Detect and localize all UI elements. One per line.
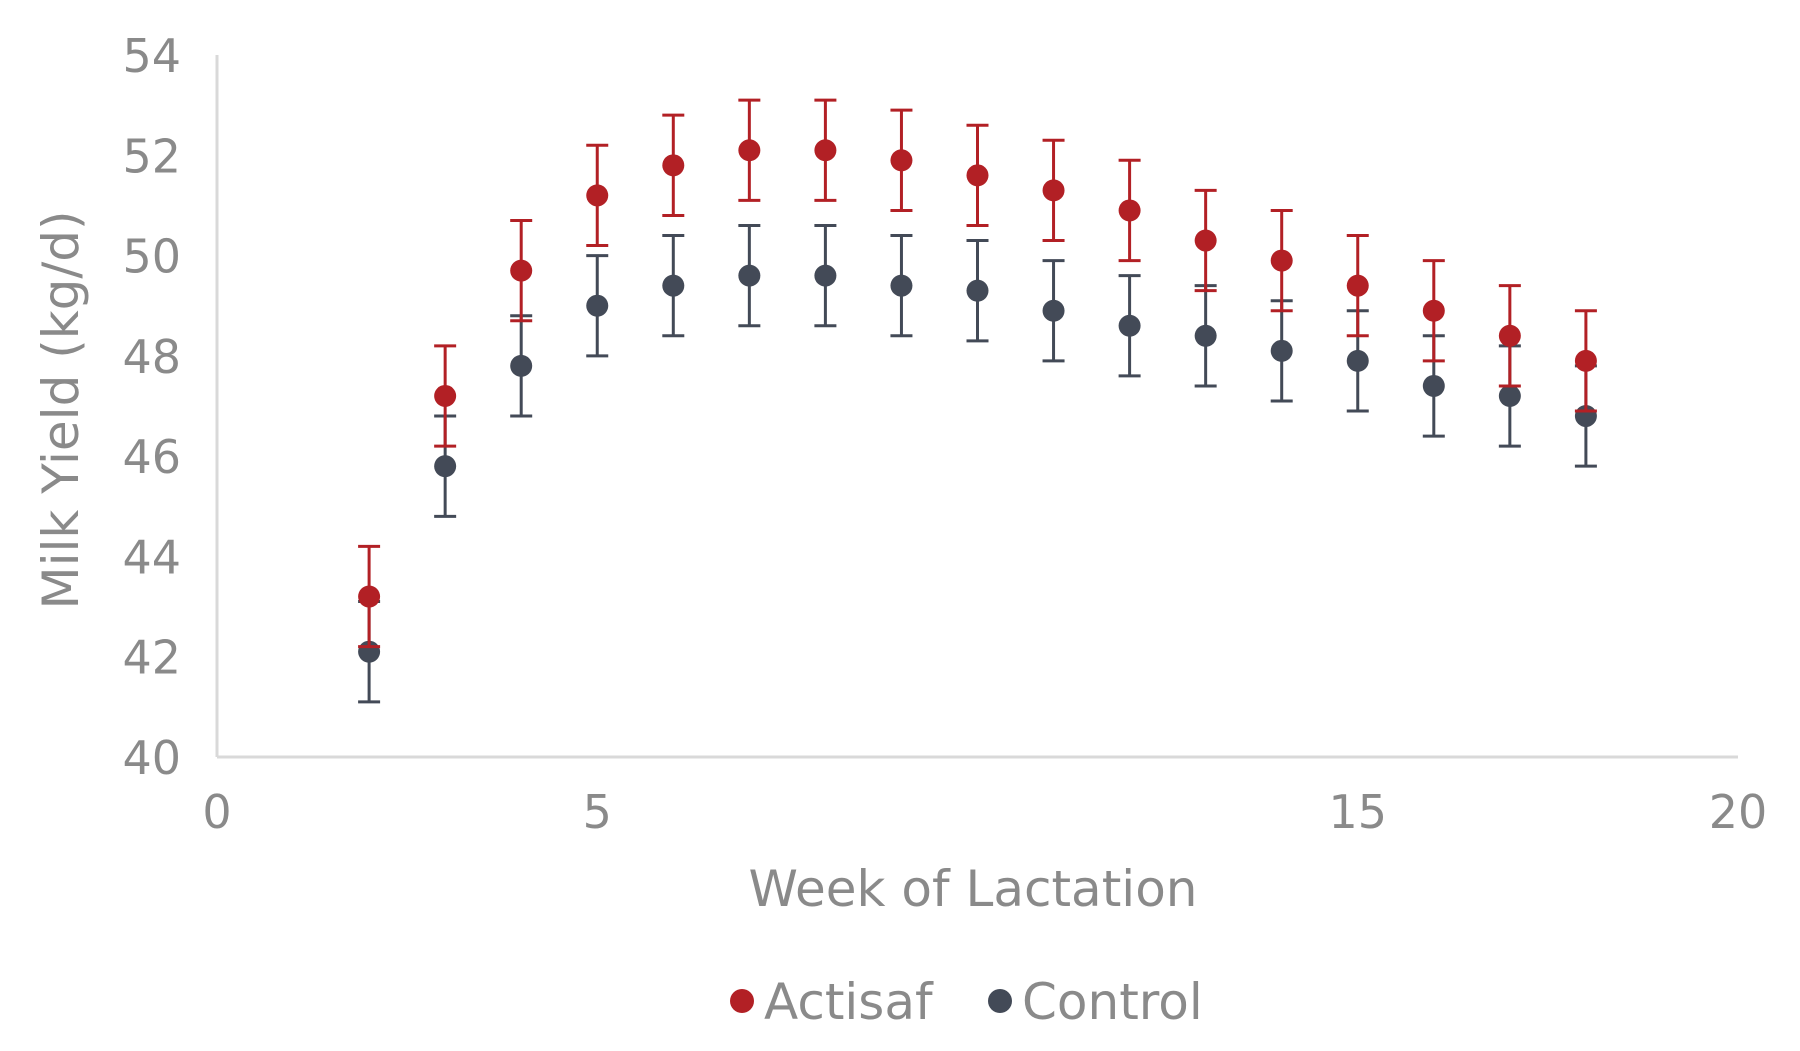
data-point [1042, 299, 1065, 322]
data-point [1574, 349, 1597, 372]
data-point [814, 264, 837, 287]
data-point [510, 259, 533, 282]
y-tick-label: 48 [122, 330, 181, 384]
x-tick-label: 15 [1328, 785, 1387, 839]
legend-item-control: Control [988, 973, 1203, 1031]
axes [215, 55, 1738, 759]
data-point [1498, 384, 1521, 407]
legend-label: Actisaf [764, 973, 934, 1031]
data-point [1042, 179, 1065, 202]
y-tick-label: 52 [122, 129, 181, 183]
series-actisaf [358, 98, 1597, 649]
series-layer [358, 98, 1597, 704]
x-tick-label: 5 [583, 785, 612, 839]
legend-marker [730, 989, 754, 1013]
legend: Actisaf Control [730, 973, 1203, 1031]
y-tick-label: 42 [122, 631, 181, 685]
data-point [966, 164, 989, 187]
y-axis-title: Milk Yield (kg/d) [32, 211, 90, 610]
y-tick-label: 50 [122, 230, 181, 284]
data-point [890, 149, 913, 172]
data-point [1422, 374, 1445, 397]
legend-label: Control [1022, 973, 1203, 1031]
y-tick-label: 46 [122, 430, 181, 484]
data-point [1346, 349, 1369, 372]
data-point [1498, 324, 1521, 347]
data-point [1118, 314, 1141, 337]
data-point [358, 585, 381, 608]
x-tick-label: 20 [1709, 785, 1768, 839]
data-point [434, 384, 457, 407]
data-point [662, 274, 685, 297]
series-control [358, 223, 1597, 704]
data-point [738, 264, 761, 287]
y-tick-label: 40 [122, 731, 181, 785]
data-point [738, 139, 761, 162]
x-tick-labels: 0 5 15 20 [202, 785, 1767, 839]
data-point [586, 294, 609, 317]
data-point [662, 154, 685, 177]
y-tick-label: 54 [122, 29, 181, 83]
data-point [1118, 199, 1141, 222]
data-point [1194, 229, 1217, 252]
data-point [890, 274, 913, 297]
data-point [586, 184, 609, 207]
legend-item-actisaf: Actisaf [730, 973, 934, 1031]
data-point [1422, 299, 1445, 322]
data-point [1346, 274, 1369, 297]
x-axis-title: Week of Lactation [749, 860, 1198, 918]
y-tick-label: 44 [122, 530, 181, 584]
legend-marker [988, 989, 1012, 1013]
data-point [510, 354, 533, 377]
x-tick-label: 0 [202, 785, 231, 839]
data-point [434, 455, 457, 478]
data-point [1270, 249, 1293, 272]
y-tick-labels: 40 42 44 46 48 50 52 54 [122, 29, 181, 785]
data-point [814, 139, 837, 162]
data-point [966, 279, 989, 302]
data-point [1194, 324, 1217, 347]
data-point [1270, 339, 1293, 362]
